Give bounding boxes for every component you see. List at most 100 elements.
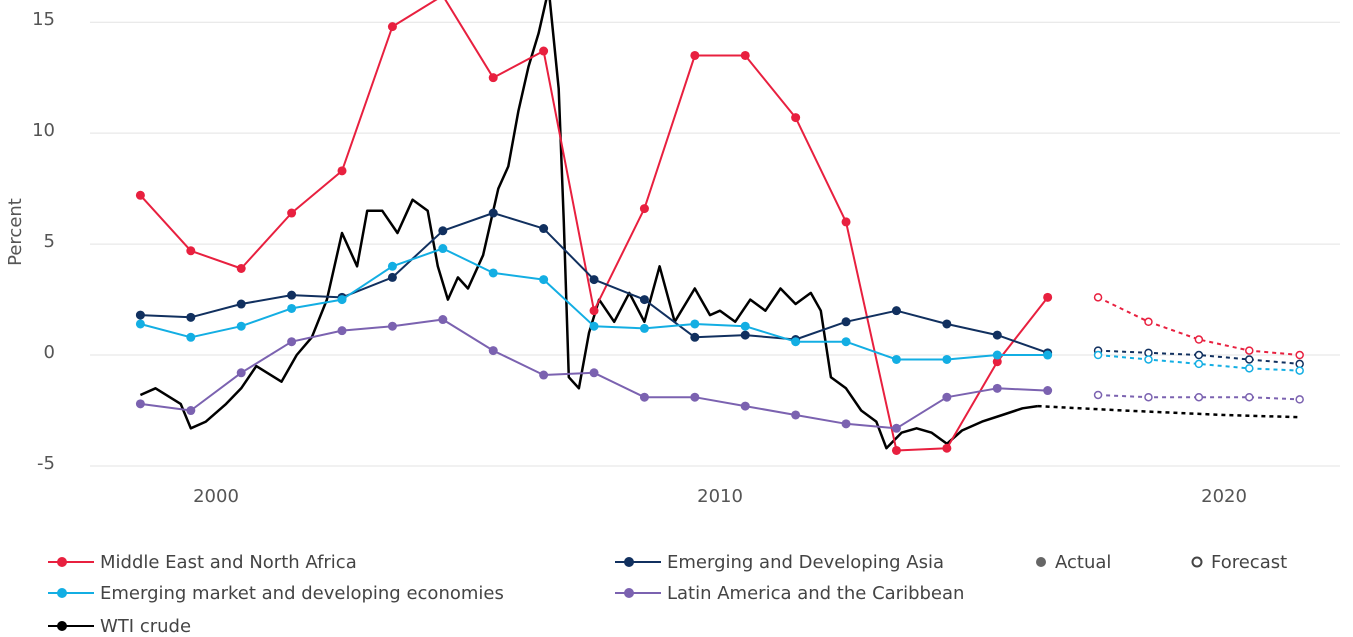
forecast-point	[1093, 350, 1103, 360]
point	[1043, 350, 1053, 360]
point	[740, 401, 750, 411]
point	[438, 315, 448, 325]
forecast-point	[1144, 392, 1153, 402]
y-tick-label: -5	[37, 453, 55, 474]
point	[488, 73, 498, 83]
point	[942, 392, 952, 402]
point	[690, 319, 700, 329]
legend-marker	[57, 557, 67, 567]
point	[438, 226, 448, 236]
point	[488, 346, 498, 356]
point	[287, 290, 297, 300]
point	[287, 303, 297, 313]
forecast-point	[1194, 392, 1204, 402]
point	[287, 337, 297, 347]
point	[639, 204, 649, 214]
point	[841, 217, 851, 227]
plot-area	[135, 0, 1304, 455]
forecast-point	[1194, 359, 1204, 369]
point	[740, 321, 750, 331]
x-tick-label: 2010	[697, 486, 743, 507]
line	[140, 247, 1048, 361]
legend-label: Middle East and North Africa	[100, 552, 357, 573]
point	[1043, 292, 1053, 302]
legend-marker	[57, 588, 67, 598]
point	[488, 268, 498, 278]
point	[942, 443, 952, 453]
point	[891, 306, 901, 316]
point	[236, 368, 246, 378]
forecast-line	[1098, 394, 1300, 401]
point	[992, 357, 1002, 367]
forecast-point	[1295, 395, 1304, 404]
point	[639, 323, 649, 333]
legend-label: Latin America and the Caribbean	[667, 583, 964, 604]
point	[539, 224, 549, 234]
forecast-line	[1097, 296, 1300, 356]
point	[841, 419, 851, 429]
y-tick-label: 0	[44, 342, 55, 363]
point	[236, 264, 246, 274]
point	[387, 22, 397, 32]
legend-forecast-marker	[1191, 556, 1203, 568]
point	[589, 275, 599, 285]
point	[186, 312, 196, 322]
forecast-point	[1245, 364, 1254, 373]
point	[539, 46, 549, 56]
point	[639, 295, 649, 305]
forecast-point	[1245, 346, 1254, 355]
point	[992, 383, 1002, 393]
point	[236, 299, 246, 309]
legend-actual-label: Actual	[1055, 552, 1111, 573]
legend-label: Emerging and Developing Asia	[667, 552, 944, 573]
line	[139, 0, 1049, 452]
forecast-line	[1098, 354, 1300, 372]
point	[589, 368, 599, 378]
point	[589, 306, 599, 316]
point	[236, 321, 246, 331]
point	[488, 208, 498, 218]
forecast-point	[1295, 366, 1304, 375]
point	[287, 208, 297, 218]
line	[139, 0, 1038, 450]
forecast-point	[1144, 317, 1153, 327]
point	[690, 392, 700, 402]
point	[135, 310, 145, 320]
point	[337, 166, 347, 176]
point	[942, 354, 952, 364]
forecast-point	[1093, 390, 1103, 400]
point	[1043, 386, 1053, 396]
point	[992, 350, 1002, 360]
point	[841, 337, 851, 347]
point	[135, 190, 145, 200]
legend-actual-marker	[1036, 557, 1046, 567]
legend-label: WTI crude	[100, 616, 191, 637]
y-axis-label: Percent	[5, 198, 26, 266]
forecast-point	[1194, 350, 1204, 360]
point	[791, 410, 801, 420]
point	[942, 319, 952, 329]
y-tick-label: 15	[32, 9, 55, 30]
legend-marker	[624, 588, 634, 598]
point	[740, 330, 750, 340]
legend-marker	[624, 557, 634, 567]
forecast-point	[1245, 392, 1254, 402]
point	[992, 330, 1002, 340]
legend-label: Emerging market and developing economies	[100, 583, 504, 604]
point	[135, 399, 145, 409]
point	[387, 261, 397, 271]
point	[891, 423, 901, 433]
point	[387, 272, 397, 282]
grid: -5 0 5 10 15 2000 2010 2020	[32, 9, 1340, 507]
forecast-point	[1245, 355, 1254, 364]
point	[891, 445, 901, 455]
forecast-point	[1194, 335, 1204, 344]
point	[639, 392, 649, 402]
point	[438, 244, 448, 254]
y-tick-label: 10	[32, 120, 55, 141]
point	[186, 406, 196, 416]
forecast-point	[1295, 350, 1304, 360]
point	[186, 332, 196, 342]
point	[337, 326, 347, 336]
